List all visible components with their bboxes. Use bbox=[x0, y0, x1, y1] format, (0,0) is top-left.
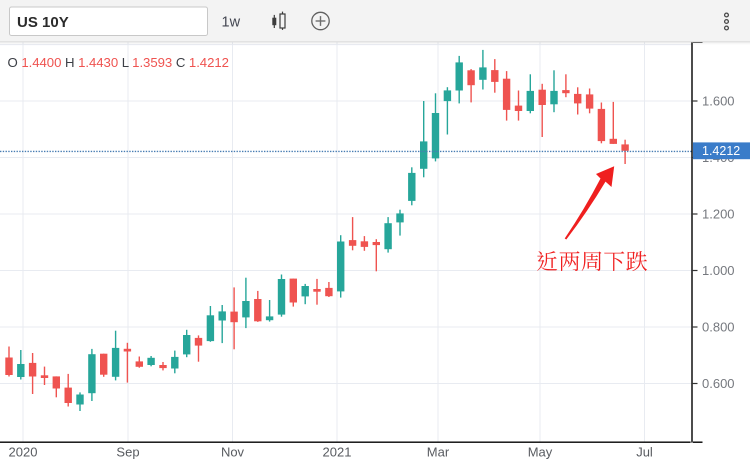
svg-text:1.000: 1.000 bbox=[702, 263, 735, 278]
svg-text:O 1.4400 H 1.4430 L 1.3593 C 1: O 1.4400 H 1.4430 L 1.3593 C 1.4212 bbox=[8, 55, 229, 70]
svg-text:Mar: Mar bbox=[427, 445, 450, 460]
svg-text:0.600: 0.600 bbox=[702, 376, 735, 391]
svg-text:May: May bbox=[528, 445, 553, 460]
svg-text:Nov: Nov bbox=[221, 445, 245, 460]
svg-text:2021: 2021 bbox=[323, 445, 352, 460]
svg-text:2020: 2020 bbox=[9, 445, 38, 460]
svg-text:1w: 1w bbox=[222, 14, 241, 30]
svg-text:Sep: Sep bbox=[116, 445, 139, 460]
svg-text:Jul: Jul bbox=[636, 445, 653, 460]
svg-text:1.4212: 1.4212 bbox=[702, 144, 740, 158]
svg-text:1.200: 1.200 bbox=[702, 207, 735, 222]
svg-text:0.800: 0.800 bbox=[702, 320, 735, 335]
svg-text:1.600: 1.600 bbox=[702, 94, 735, 109]
svg-text:US 10Y: US 10Y bbox=[17, 14, 69, 31]
